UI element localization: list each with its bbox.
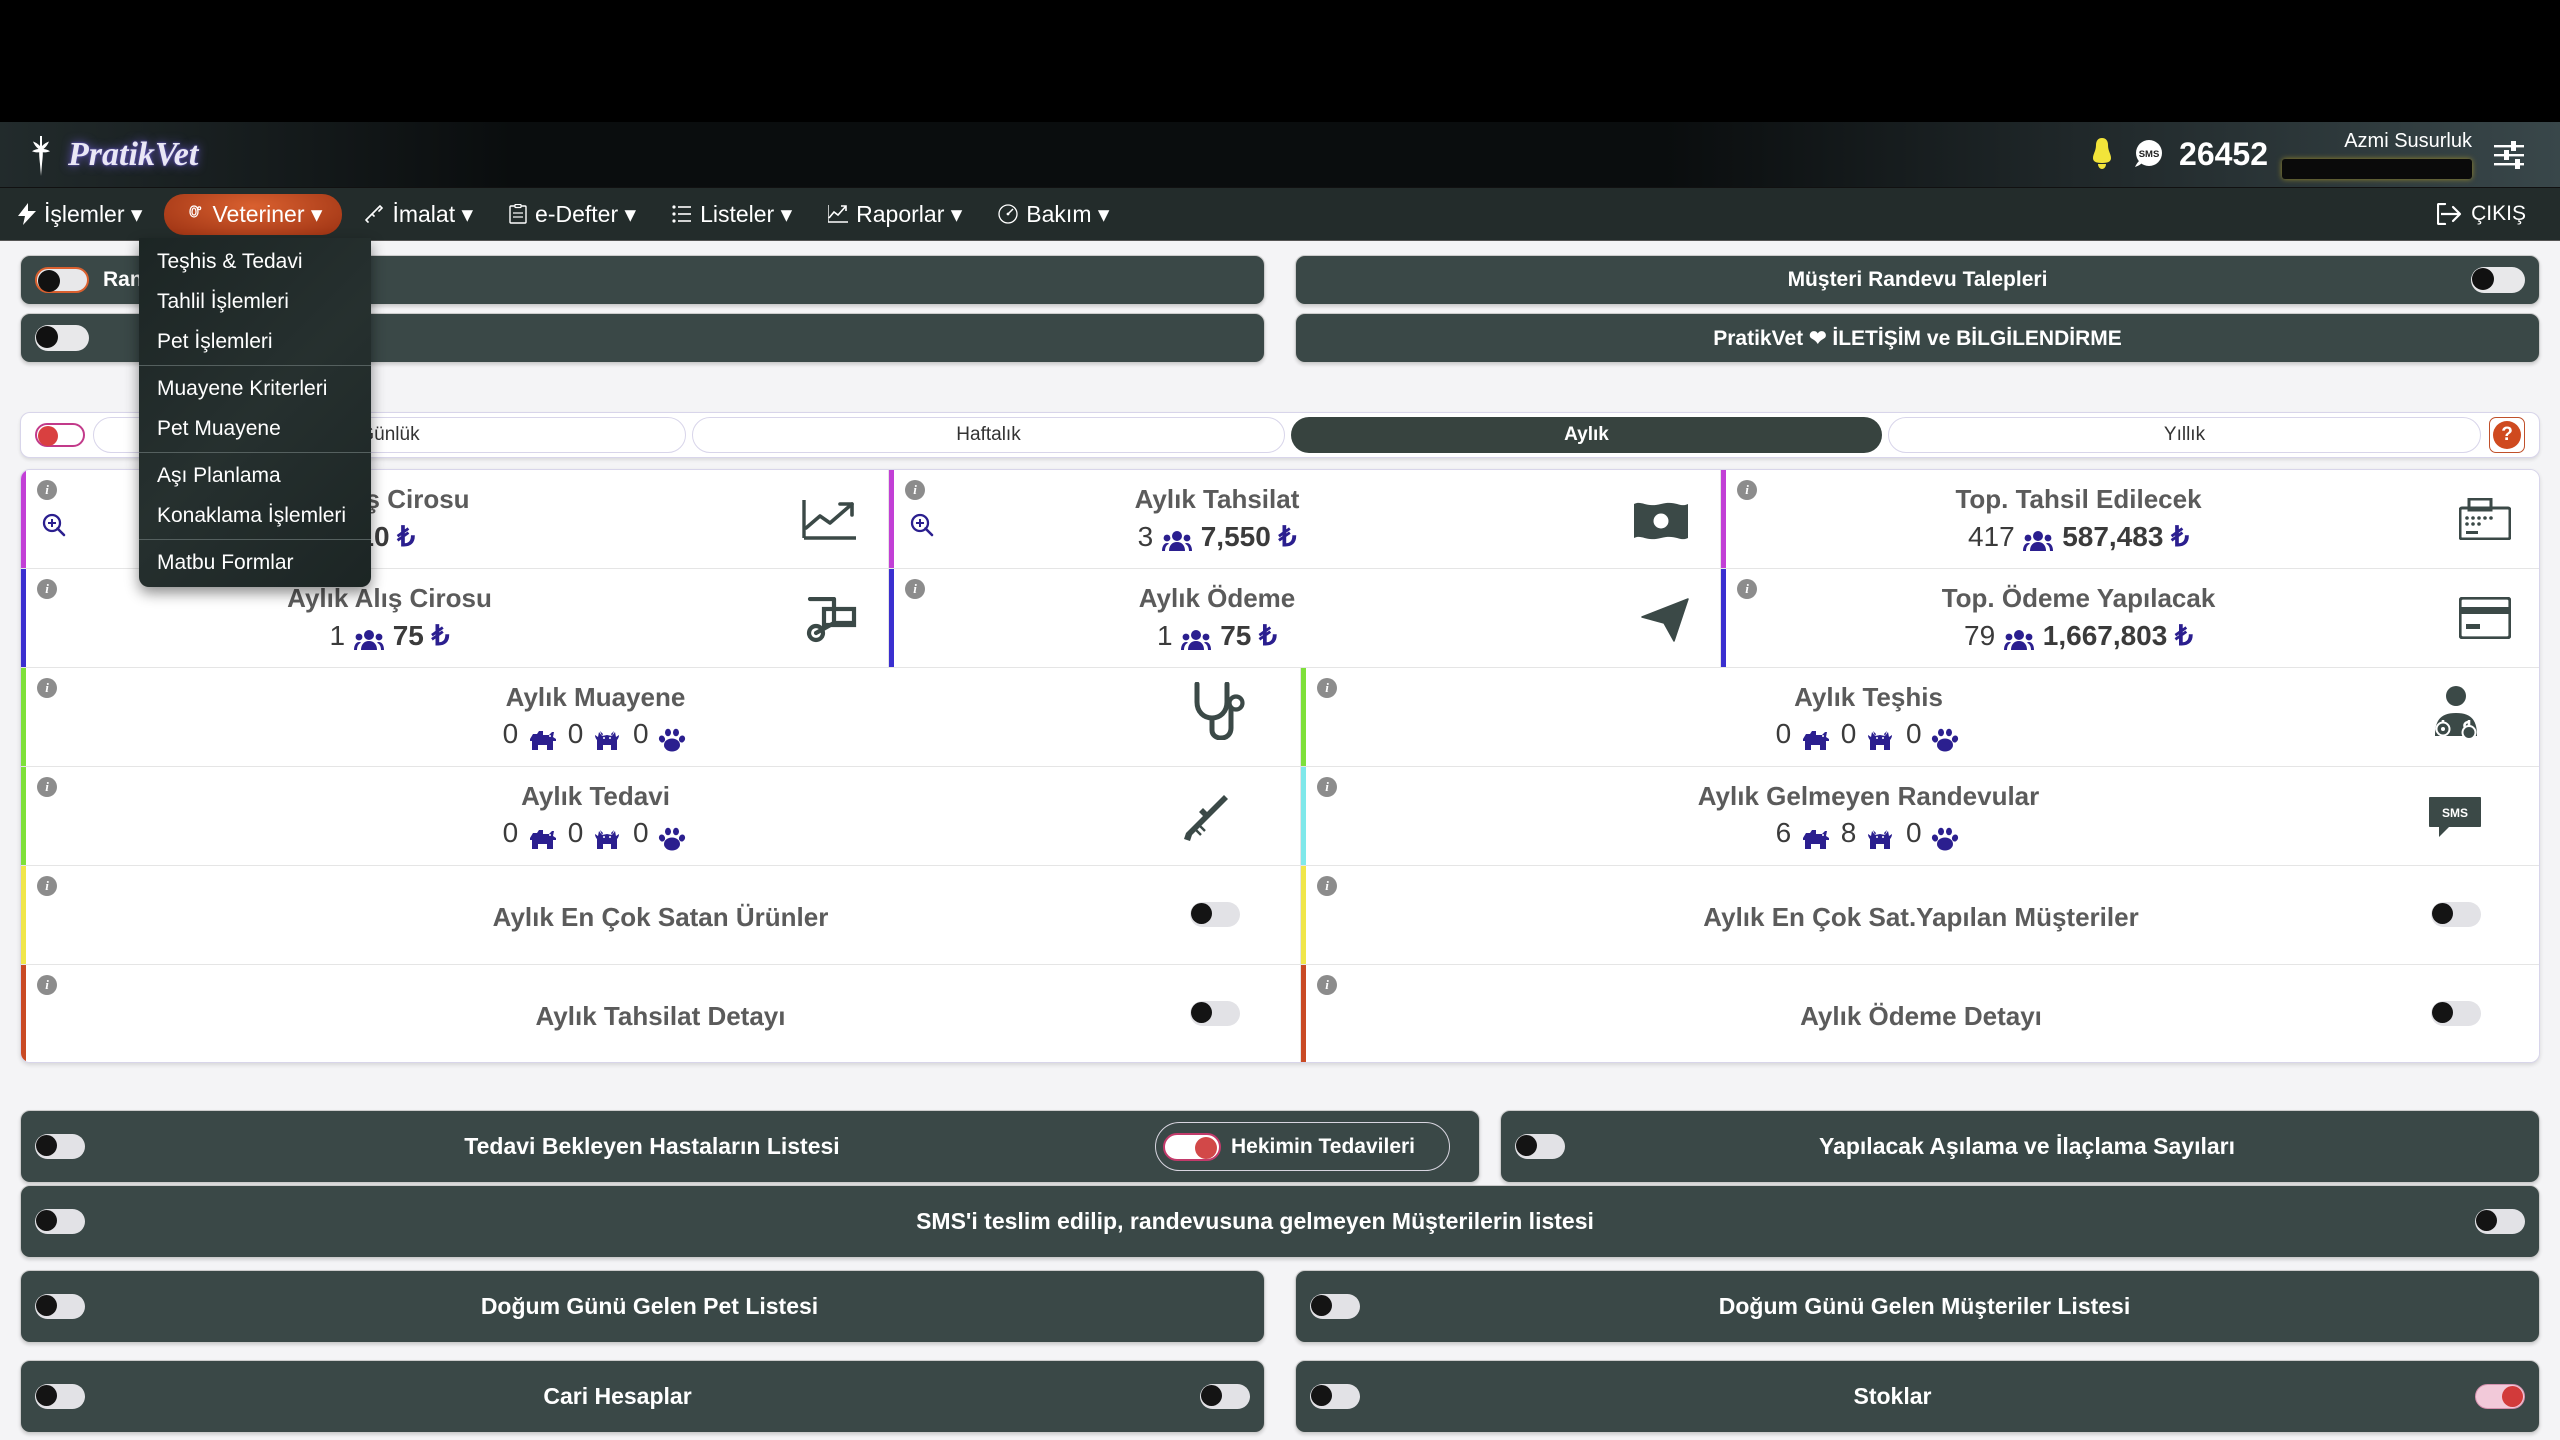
svg-text:SMS: SMS [2139,149,2160,160]
svg-text:SMS: SMS [2442,806,2468,820]
